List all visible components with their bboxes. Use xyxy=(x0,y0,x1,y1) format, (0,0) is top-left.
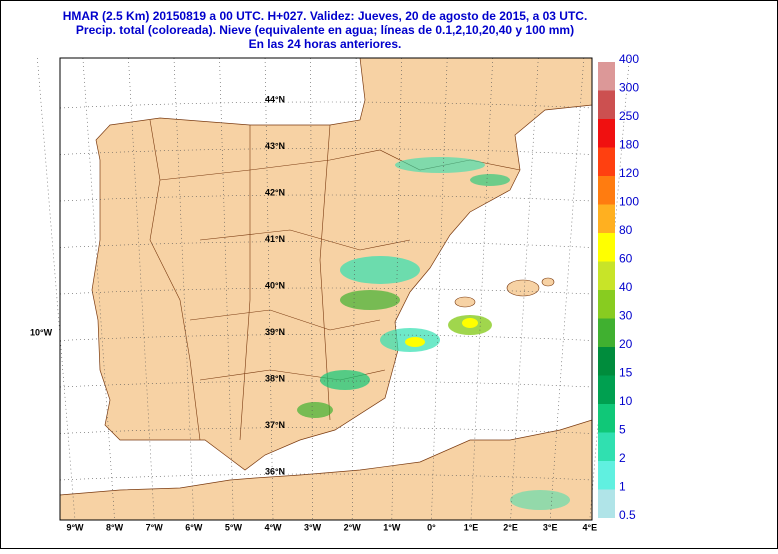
latitude-label: 36°N xyxy=(265,466,285,476)
map-frame xyxy=(59,57,593,521)
colorbar-segment xyxy=(598,204,615,233)
island xyxy=(506,279,540,297)
colorbar-segment xyxy=(598,176,615,205)
longitude-label: 4°W xyxy=(264,522,282,532)
colorbar-segment xyxy=(598,233,615,262)
latitude-label: 40°N xyxy=(265,280,285,290)
colorbar-segment xyxy=(598,404,615,433)
latitude-label: 37°N xyxy=(265,420,285,430)
longitude-label: 7°W xyxy=(146,522,164,532)
colorbar-label: 5 xyxy=(619,423,626,437)
colorbar-label: 40 xyxy=(619,280,633,294)
title-line: En las 24 horas anteriores. xyxy=(249,37,402,51)
colorbar-label: 60 xyxy=(619,252,633,266)
latitude-label: 42°N xyxy=(265,187,285,197)
colorbar-label: 2 xyxy=(619,451,626,465)
colorbar-segment xyxy=(598,290,615,319)
labels: 44°N 43°N 42°N 41°N 40°N 39°N 38°N 37°N 36°N 9°W 8… xyxy=(66,94,597,532)
colorbar-label: 1 xyxy=(619,480,626,494)
colorbar-segment xyxy=(598,489,615,518)
longitude-label: 3°E xyxy=(543,522,558,532)
side-longitude-label: 10°W xyxy=(30,327,53,337)
colorbar-label: 120 xyxy=(619,166,639,180)
colorbar-segment xyxy=(598,461,615,490)
latitude-label: 41°N xyxy=(265,234,285,244)
colorbar-label: 250 xyxy=(619,109,639,123)
colorbar-label: 0.5 xyxy=(619,508,636,522)
latitude-label: 39°N xyxy=(265,327,285,337)
longitude-label: 8°W xyxy=(106,522,124,532)
map xyxy=(37,57,630,521)
colorbar-segment xyxy=(598,147,615,176)
colorbar-segment xyxy=(598,347,615,376)
island xyxy=(454,296,476,308)
latitude-label: 43°N xyxy=(265,141,285,151)
africa-land xyxy=(59,419,593,521)
colorbar-segment xyxy=(598,261,615,290)
colorbar-segment xyxy=(598,90,615,119)
colorbar-label: 30 xyxy=(619,309,633,323)
longitude-label: 6°W xyxy=(185,522,203,532)
colorbar-label: 180 xyxy=(619,138,639,152)
latitude-label: 38°N xyxy=(265,373,285,383)
longitude-label: 2°E xyxy=(503,522,518,532)
colorbar-label: 100 xyxy=(619,195,639,209)
colorbar-label: 10 xyxy=(619,394,633,408)
island xyxy=(541,277,555,287)
colorbar-segment xyxy=(598,375,615,404)
title-line: HMAR (2.5 Km) 20150819 a 00 UTC. H+027. … xyxy=(63,9,588,23)
longitude-label: 1°W xyxy=(383,522,401,532)
precipitation xyxy=(297,157,570,510)
longitude-label: 4°E xyxy=(582,522,597,532)
colorbar-label: 80 xyxy=(619,223,633,237)
colorbar-label: 15 xyxy=(619,366,633,380)
colorbar-segment xyxy=(598,318,615,347)
colorbar: 0.5 1 2 5 10 15 20 30 40 60 80 100 120 180 250 300 400 xyxy=(598,52,639,522)
longitude-label: 2°W xyxy=(344,522,362,532)
colorbar-label: 20 xyxy=(619,337,633,351)
longitude-label: 0° xyxy=(427,522,436,532)
longitude-label: 9°W xyxy=(66,522,84,532)
colorbar-segment xyxy=(598,62,615,91)
title-line: Precip. total (coloreada). Nieve (equiva… xyxy=(76,23,574,37)
colorbar-label: 300 xyxy=(619,81,639,95)
colorbar-label: 400 xyxy=(619,52,639,66)
colorbar-segment xyxy=(598,432,615,461)
latitude-label: 44°N xyxy=(265,94,285,104)
colorbar-segment xyxy=(598,119,615,148)
longitude-label: 5°W xyxy=(225,522,243,532)
longitude-label: 3°W xyxy=(304,522,322,532)
longitude-label: 1°E xyxy=(464,522,479,532)
